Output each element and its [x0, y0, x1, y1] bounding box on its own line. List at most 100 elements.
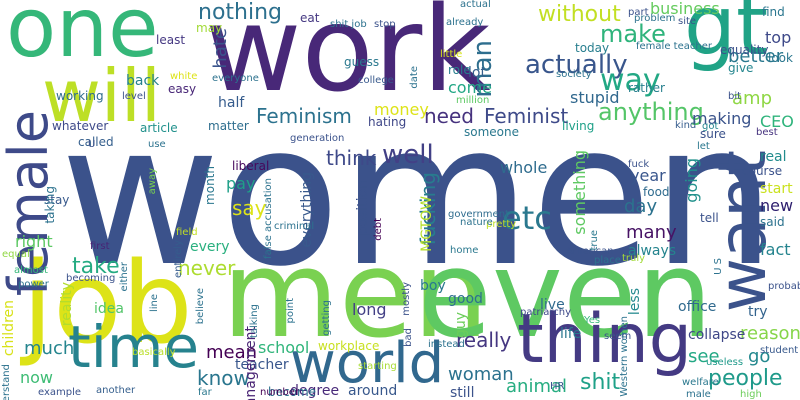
word: whole	[500, 158, 548, 177]
word: generation	[290, 133, 345, 144]
word: number	[260, 387, 300, 398]
word: now	[20, 368, 54, 387]
word: role	[448, 63, 471, 77]
word: another	[96, 385, 136, 396]
word: least	[156, 33, 186, 47]
word: stupid	[570, 88, 620, 107]
word: seem	[604, 331, 632, 342]
word: stay	[44, 193, 70, 207]
word: equal	[2, 249, 30, 260]
word: line	[149, 294, 160, 313]
word: got	[702, 121, 719, 132]
word: far	[198, 387, 212, 398]
word: thing	[517, 300, 692, 379]
word: reality	[59, 282, 75, 327]
word: point	[285, 298, 296, 324]
word: long	[352, 300, 387, 319]
word: become	[268, 385, 317, 399]
word: matter	[208, 119, 249, 133]
word: away	[147, 168, 158, 195]
word: come	[448, 78, 493, 97]
word: part	[628, 7, 649, 18]
word: easy	[168, 82, 197, 96]
word: position	[355, 180, 371, 236]
word: believe	[195, 288, 206, 325]
word: U S	[713, 258, 724, 275]
word: Western women	[619, 316, 630, 397]
word: day	[624, 196, 658, 217]
word: criminal	[274, 221, 315, 232]
word: rather	[628, 81, 665, 95]
word: hating	[368, 115, 407, 129]
word: starting	[358, 361, 397, 372]
word: school	[258, 338, 310, 357]
word: best	[756, 127, 778, 138]
word: course	[742, 164, 783, 178]
word: time	[68, 313, 200, 381]
word: woman	[448, 364, 514, 385]
word: female teacher	[636, 41, 712, 52]
word: instead	[428, 339, 465, 350]
word: degree	[290, 383, 340, 399]
word: way	[600, 63, 661, 98]
word: start	[760, 181, 793, 197]
word: say	[232, 196, 267, 220]
word: working	[56, 89, 104, 103]
word: today	[575, 41, 610, 55]
word: eat	[300, 11, 320, 25]
word: place	[594, 255, 621, 266]
word: becoming	[66, 273, 116, 284]
word: equality	[720, 43, 769, 57]
word: look	[768, 51, 793, 65]
word: basically	[132, 347, 176, 358]
word: stop	[374, 19, 396, 30]
word: called	[78, 135, 114, 149]
word: something	[570, 150, 589, 235]
word: actually	[525, 50, 628, 80]
word: mostly	[401, 282, 412, 316]
word: men	[222, 226, 489, 365]
word: kind	[675, 120, 697, 131]
word: MGTOW	[419, 196, 435, 252]
word: boy	[420, 278, 446, 294]
word: bit	[728, 91, 742, 102]
word: taking	[43, 186, 57, 224]
word: already	[446, 17, 484, 28]
word: animal	[506, 376, 568, 397]
word: top	[765, 28, 792, 47]
word: still	[450, 385, 475, 400]
word: high	[740, 389, 762, 400]
word: every	[190, 239, 230, 255]
word: truly	[622, 253, 646, 264]
word: American	[566, 246, 614, 257]
word: actual	[460, 0, 491, 10]
word: without	[538, 2, 621, 27]
word: going	[682, 158, 701, 203]
word: Feminist	[484, 104, 569, 128]
word: people	[708, 366, 783, 391]
word: white	[170, 71, 198, 82]
word: office	[678, 299, 717, 315]
word: student	[760, 345, 799, 356]
word: fuck	[628, 159, 650, 170]
word: HR	[550, 381, 565, 392]
word: first	[90, 241, 110, 252]
word: entirely	[173, 240, 184, 278]
word: idea	[94, 301, 124, 317]
word: everyone	[212, 73, 259, 84]
word: pretty	[486, 219, 517, 230]
word: may	[196, 21, 223, 35]
word: new	[760, 196, 794, 215]
word: fact	[760, 240, 791, 259]
word: probably	[768, 281, 800, 292]
word: tell	[700, 211, 719, 225]
word: making	[692, 109, 752, 128]
word: many	[626, 222, 677, 243]
word: give	[728, 61, 754, 75]
word: CEO	[760, 112, 794, 131]
word: children	[1, 300, 17, 357]
word: site	[678, 16, 697, 27]
word: anything	[598, 98, 704, 126]
word: teacher	[235, 357, 289, 373]
